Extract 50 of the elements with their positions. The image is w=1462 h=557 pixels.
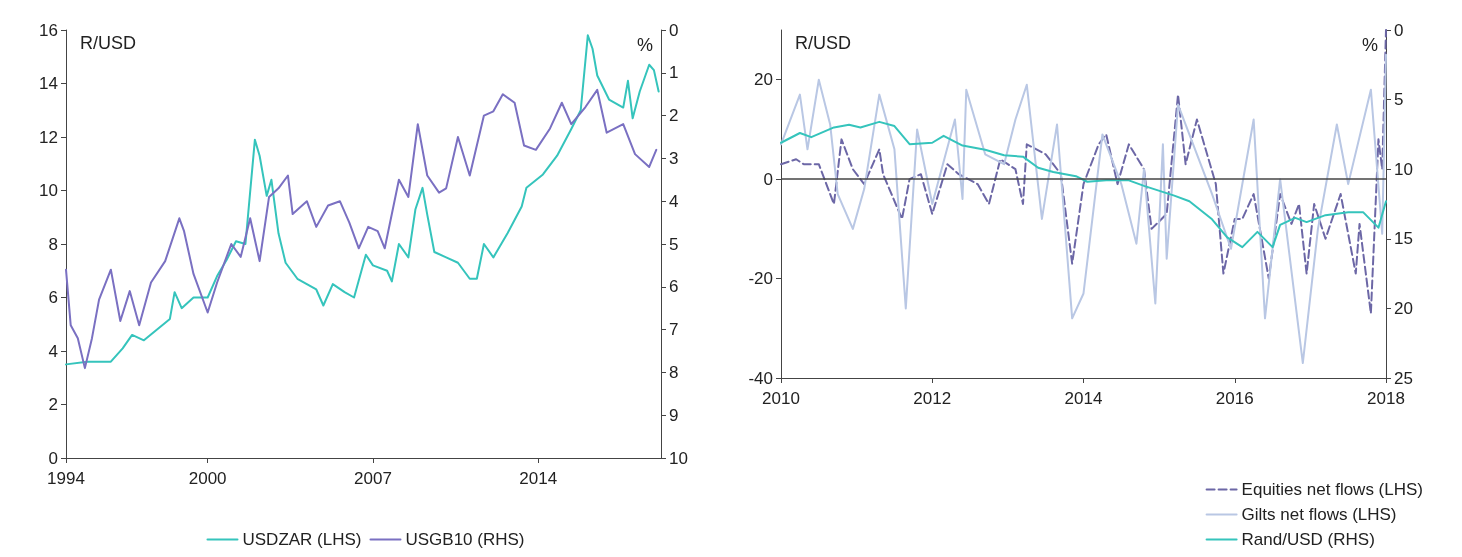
x-tick-label: 2012: [913, 389, 952, 408]
y2-tick-label: 8: [669, 362, 679, 382]
legend-label: USGB10 (RHS): [405, 530, 525, 549]
y2-tick-label: 2: [669, 106, 679, 126]
line-series: [65, 34, 660, 366]
y-tick-label: 0: [48, 448, 58, 468]
x-tick-label: 2014: [1064, 389, 1103, 408]
legend-label: Rand/USD (RHS): [1241, 530, 1375, 549]
y2-tick-label: 6: [669, 277, 679, 297]
x-tick-label: 2018: [1367, 389, 1405, 408]
y2-tick-label: 1: [669, 63, 679, 83]
legend-label: USDZAR (LHS): [242, 530, 362, 549]
y2-tick-label: 4: [669, 191, 679, 211]
y-tick-label: 8: [48, 234, 58, 254]
y-tick-label: 14: [39, 74, 58, 93]
y-axis-title: R/USD: [80, 33, 137, 53]
y2-axis-title: %: [1361, 35, 1378, 55]
y2-tick-label: 0: [669, 20, 679, 40]
y2-axis-title: %: [636, 35, 653, 55]
y-tick-label: -40: [748, 368, 773, 388]
y2-tick-label: 25: [1394, 368, 1413, 388]
y2-tick-label: 10: [669, 448, 688, 468]
y-tick-label: 4: [48, 341, 58, 361]
y-tick-label: -20: [748, 269, 773, 289]
legend-label: Equities net flows (LHS): [1241, 480, 1423, 499]
x-tick-label: 2010: [762, 389, 800, 408]
y2-tick-label: 5: [669, 234, 679, 254]
x-tick-label: 1994: [47, 469, 85, 488]
legend-label: Gilts net flows (LHS): [1241, 505, 1397, 524]
x-tick-label: 2016: [1215, 389, 1254, 408]
y-tick-label: 16: [39, 20, 58, 40]
y2-tick-label: 5: [1394, 90, 1404, 110]
y2-tick-label: 10: [1394, 159, 1413, 179]
x-tick-label: 2000: [188, 469, 227, 488]
y-tick-label: 12: [39, 127, 58, 147]
y-tick-label: 10: [39, 181, 58, 200]
y-tick-label: 6: [48, 288, 58, 307]
y2-tick-label: 7: [669, 320, 679, 340]
y2-tick-label: 20: [1394, 298, 1413, 318]
y-tick-label: 0: [763, 169, 773, 189]
y-tick-label: 20: [754, 70, 773, 90]
x-tick-label: 2007: [354, 469, 392, 488]
line-series: [65, 88, 658, 370]
y2-tick-label: 0: [1394, 20, 1404, 40]
y-tick-label: 2: [48, 395, 58, 414]
y2-tick-label: 3: [669, 148, 679, 168]
x-tick-label: 2014: [519, 469, 558, 488]
y2-tick-label: 15: [1394, 229, 1413, 249]
y2-tick-label: 9: [669, 405, 679, 425]
y-axis-title: R/USD: [795, 33, 852, 53]
